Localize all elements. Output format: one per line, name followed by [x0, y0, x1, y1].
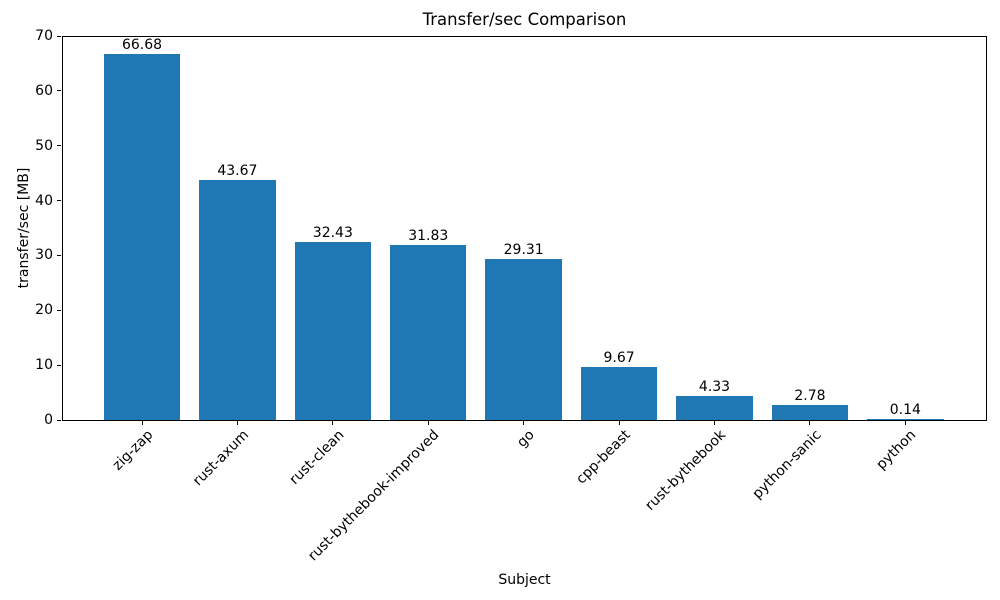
y-tick-mark	[57, 309, 61, 311]
y-tick-mark	[57, 419, 61, 421]
x-tick-label-rust-clean: rust-clean	[286, 427, 348, 488]
y-axis-label: transfer/sec [MB]	[16, 167, 32, 289]
bar-python-sanic	[771, 404, 849, 420]
bar-value-label-python-sanic: 2.78	[794, 387, 826, 404]
y-tick-label: 60	[35, 82, 53, 99]
chart-title: Transfer/sec Comparison	[422, 10, 627, 29]
x-tick-mark	[523, 421, 525, 425]
x-tick-label-python: python	[873, 427, 920, 473]
x-tick-label-rust-axum: rust-axum	[189, 427, 252, 490]
x-tick-label-python-sanic: python-sanic	[749, 427, 825, 503]
y-tick-mark	[57, 254, 61, 256]
bar-cpp-beast	[580, 366, 658, 420]
bar-python	[867, 419, 944, 420]
x-tick-mark	[141, 421, 143, 425]
bar-value-label-rust-clean: 32.43	[312, 225, 353, 242]
x-tick-mark	[618, 421, 620, 425]
x-tick-label-cpp-beast: cpp-beast	[573, 427, 634, 488]
y-tick-label: 40	[35, 192, 53, 209]
x-tick-mark	[427, 421, 429, 425]
bar-value-label-python: 0.14	[889, 402, 921, 419]
y-tick-label: 10	[35, 357, 53, 374]
x-tick-mark	[236, 421, 238, 425]
x-axis-label: Subject	[498, 572, 551, 588]
bar-value-label-go: 29.31	[503, 242, 544, 259]
bar-zig-zap	[103, 54, 181, 420]
x-tick-mark	[714, 421, 716, 425]
bar-value-label-rust-axum: 43.67	[217, 163, 258, 180]
bar-value-label-rust-bythebook: 4.33	[698, 379, 731, 396]
y-tick-mark	[57, 90, 61, 92]
y-tick-label: 70	[35, 28, 53, 44]
bar-value-label-cpp-beast: 9.67	[603, 349, 635, 366]
y-tick-mark	[57, 145, 61, 147]
y-tick-label: 0	[44, 412, 53, 428]
y-tick-mark	[57, 200, 61, 202]
x-tick-label-go: go	[514, 427, 539, 451]
bar-rust-bythebook-improved	[390, 245, 467, 420]
x-tick-label-zig-zap: zig-zap	[109, 427, 157, 474]
bar-value-label-zig-zap: 66.68	[121, 37, 163, 54]
y-tick-mark	[57, 35, 61, 37]
bar-value-label-rust-bythebook-improved: 31.83	[408, 228, 449, 245]
y-tick-mark	[57, 364, 61, 366]
bar-rust-axum	[199, 180, 276, 420]
x-tick-mark	[332, 421, 334, 425]
x-tick-mark	[904, 421, 906, 425]
x-tick-mark	[809, 421, 811, 425]
bar-rust-bythebook	[676, 396, 753, 420]
bar-go	[485, 259, 562, 420]
y-tick-label: 20	[35, 302, 53, 319]
y-tick-label: 30	[35, 247, 53, 264]
y-tick-label: 50	[35, 137, 53, 154]
x-tick-label-rust-bythebook: rust-bythebook	[642, 427, 729, 514]
bar-rust-clean	[294, 242, 372, 420]
